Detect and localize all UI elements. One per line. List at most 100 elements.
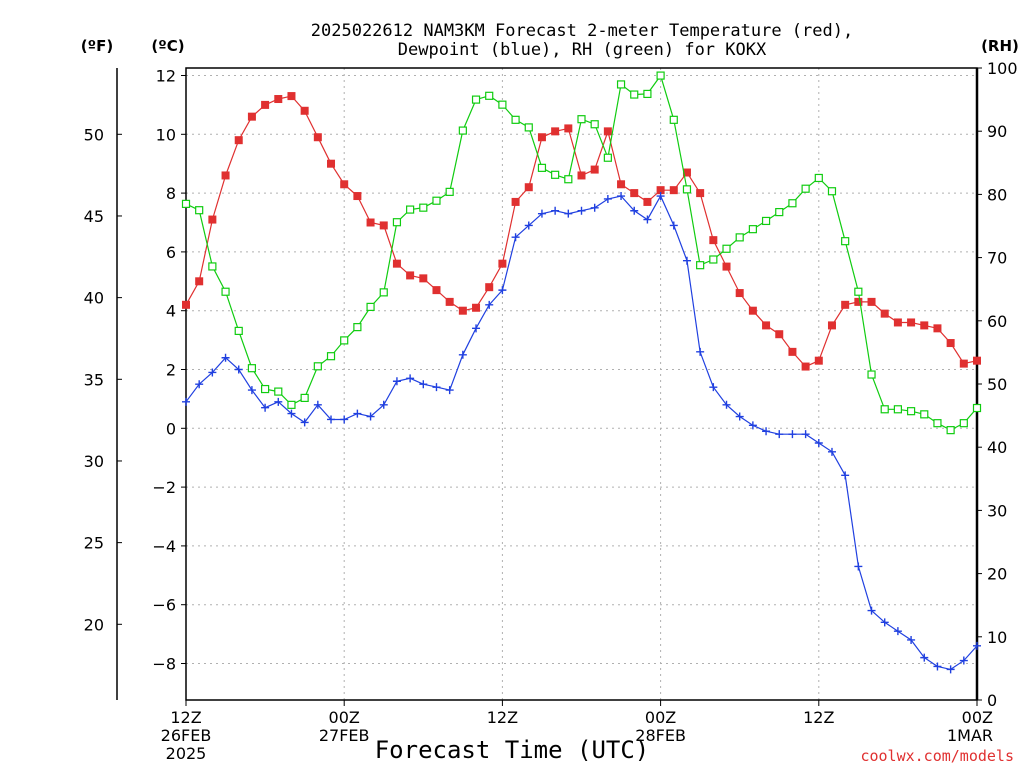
temperature-point bbox=[432, 286, 441, 295]
celsius-tick-label: −6 bbox=[152, 596, 176, 615]
rh-point bbox=[696, 261, 705, 270]
time-tick-label: 28FEB bbox=[635, 726, 686, 745]
rh-point bbox=[775, 207, 784, 217]
dewpoint-point bbox=[406, 374, 415, 383]
dewpoint-point bbox=[933, 662, 942, 671]
time-tick-label: 00Z bbox=[962, 708, 993, 727]
rh-point bbox=[274, 387, 283, 396]
temperature-point bbox=[287, 92, 296, 101]
rh-point bbox=[247, 364, 257, 373]
dewpoint-point bbox=[419, 380, 428, 389]
time-tick-label: 12Z bbox=[170, 708, 201, 727]
rh-point bbox=[972, 403, 982, 413]
x-axis-label: Forecast Time (UTC) bbox=[375, 736, 650, 764]
time-tick-label: 12Z bbox=[803, 708, 834, 727]
rh-point bbox=[669, 115, 678, 124]
temperature-point bbox=[261, 100, 270, 109]
temperature-point bbox=[959, 359, 968, 368]
rh-point bbox=[841, 237, 850, 246]
dewpoint-point bbox=[643, 215, 652, 224]
rh-point bbox=[603, 153, 612, 162]
dewpoint-point bbox=[458, 350, 467, 359]
dewpoint-point bbox=[564, 209, 573, 218]
temperature-point bbox=[313, 133, 322, 142]
dewpoint-point bbox=[221, 353, 230, 362]
rh-point bbox=[577, 115, 586, 124]
temperature-point bbox=[762, 321, 771, 330]
rh-point bbox=[551, 170, 560, 179]
series-layer bbox=[181, 71, 982, 674]
dewpoint-point bbox=[287, 409, 296, 418]
temperature-point bbox=[867, 297, 876, 306]
rh-point bbox=[524, 123, 533, 132]
dewpoint-point bbox=[537, 209, 546, 218]
dewpoint-point bbox=[327, 415, 336, 424]
rh-point bbox=[181, 199, 191, 208]
dewpoint-point bbox=[748, 421, 757, 430]
temperature-point bbox=[920, 321, 929, 330]
temperature-point bbox=[788, 347, 797, 356]
temperature-point bbox=[340, 180, 349, 189]
temperature-point bbox=[893, 318, 902, 327]
temperature-point bbox=[353, 192, 362, 201]
temperature-point bbox=[551, 127, 560, 136]
dewpoint-point bbox=[854, 562, 863, 571]
dewpoint-point bbox=[234, 365, 243, 374]
dewpoint-point bbox=[445, 386, 454, 395]
rh-line bbox=[185, 74, 978, 431]
dewpoint-point bbox=[762, 427, 771, 436]
dewpoint-point bbox=[511, 233, 520, 242]
rh-point bbox=[458, 126, 467, 135]
rh-point bbox=[959, 419, 968, 428]
rh-point bbox=[682, 185, 692, 194]
rh-tick-label: 50 bbox=[987, 375, 1007, 394]
temperature-point bbox=[946, 339, 955, 348]
temperature-point bbox=[458, 306, 467, 315]
temperature-point bbox=[907, 318, 916, 327]
rh-point bbox=[537, 163, 547, 172]
fahrenheit-tick-label: 35 bbox=[84, 370, 104, 389]
dewpoint-point bbox=[577, 206, 586, 215]
rh-point bbox=[748, 225, 757, 234]
unit-celsius: (ºC) bbox=[151, 37, 184, 55]
temperature-point bbox=[419, 274, 428, 283]
unit-fahrenheit: (ºF) bbox=[81, 37, 113, 55]
rh-point bbox=[616, 80, 626, 89]
temperature-point bbox=[221, 171, 230, 180]
temperature-point bbox=[247, 112, 256, 121]
fahrenheit-tick-label: 45 bbox=[84, 207, 104, 226]
dewpoint-point bbox=[182, 397, 190, 406]
rh-point bbox=[946, 426, 955, 435]
celsius-tick-label: 12 bbox=[156, 67, 176, 86]
dewpoint-point bbox=[959, 656, 968, 665]
dewpoint-point bbox=[485, 300, 494, 309]
rh-point bbox=[379, 288, 388, 297]
rh-point bbox=[340, 336, 349, 345]
dewpoint-point bbox=[208, 368, 217, 377]
dewpoint-point bbox=[472, 324, 481, 333]
rh-point bbox=[313, 362, 322, 371]
temperature-point bbox=[234, 136, 243, 145]
dewpoint-point bbox=[432, 383, 441, 392]
dewpoint-point bbox=[973, 641, 981, 650]
celsius-tick-label: 2 bbox=[166, 361, 176, 380]
temperature-point bbox=[182, 300, 190, 309]
rh-point bbox=[814, 173, 823, 183]
rh-point bbox=[353, 323, 362, 332]
temperature-point bbox=[933, 324, 942, 333]
dewpoint-point bbox=[801, 430, 810, 439]
celsius-tick-label: 0 bbox=[166, 419, 176, 438]
celsius-tick-label: 8 bbox=[166, 184, 176, 203]
temperature-point bbox=[208, 215, 217, 224]
dewpoint-point bbox=[274, 397, 283, 406]
temperature-point bbox=[485, 283, 494, 292]
celsius-tick-label: −2 bbox=[152, 478, 176, 497]
time-tick-label: 1MAR bbox=[947, 726, 993, 745]
rh-point bbox=[287, 400, 296, 409]
rh-point bbox=[208, 262, 217, 271]
chart-title-line1: 2025022612 NAM3KM Forecast 2-meter Tempe… bbox=[311, 21, 853, 41]
rh-point bbox=[920, 410, 929, 419]
